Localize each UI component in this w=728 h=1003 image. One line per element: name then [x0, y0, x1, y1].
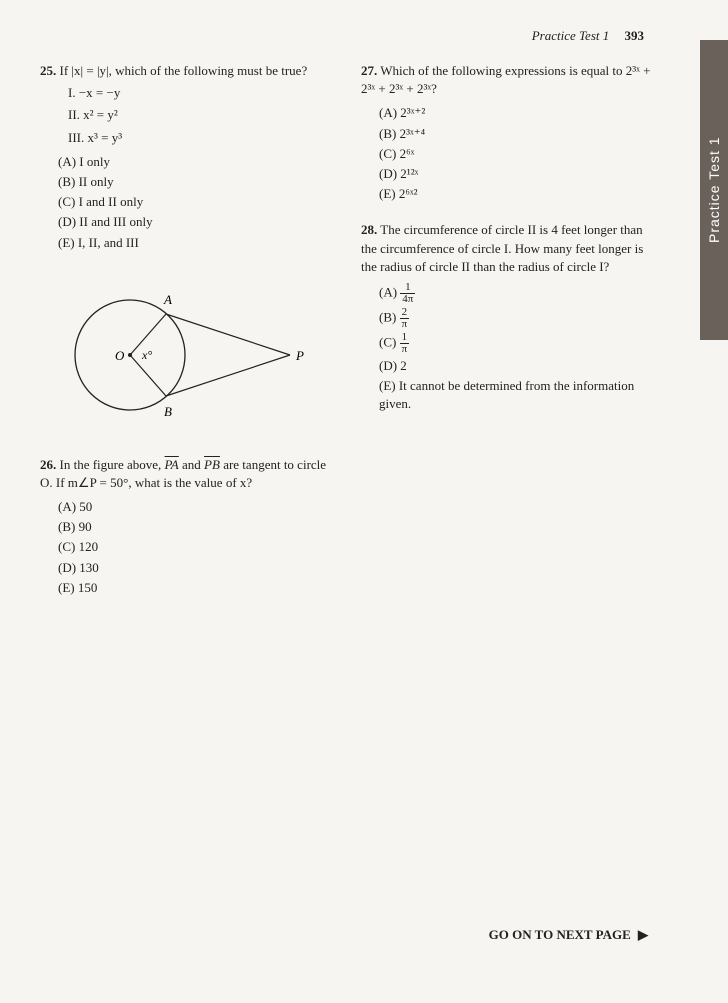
- q27-choice-d: (D) 2¹²ˣ: [379, 165, 654, 183]
- label-B: B: [164, 404, 172, 419]
- q25-roman-1: I. −x = −y: [68, 84, 333, 102]
- q26-stem-a: In the figure above,: [60, 457, 165, 472]
- and-text: and: [179, 457, 204, 472]
- frac-1-4pi: 14π: [400, 282, 415, 305]
- side-tab: Practice Test 1: [700, 40, 728, 340]
- footer-nav: GO ON TO NEXT PAGE ▶: [489, 927, 648, 943]
- q25-number: 25.: [40, 63, 56, 78]
- label-A: A: [163, 292, 172, 307]
- q27-stem: Which of the following expressions is eq…: [361, 63, 651, 96]
- label-x: x°: [141, 348, 152, 362]
- q27-choice-b: (B) 2³ˣ⁺⁴: [379, 125, 654, 143]
- label-O: O: [115, 348, 125, 363]
- q28-c-pre: (C): [379, 334, 400, 349]
- question-28: 28. The circumference of circle II is 4 …: [361, 221, 654, 413]
- q28-a-pre: (A): [379, 284, 400, 299]
- q28-choices: (A) 14π (B) 2π (C) 1π (D) 2 (E) It canno…: [379, 282, 654, 414]
- q25-choice-c: (C) I and II only: [58, 193, 333, 211]
- page-number: 393: [625, 28, 645, 43]
- header-title: Practice Test 1: [532, 28, 610, 43]
- left-column: 25. If |x| = |y|, which of the following…: [40, 62, 333, 615]
- q27-number: 27.: [361, 63, 377, 78]
- q28-choice-b: (B) 2π: [379, 307, 654, 330]
- q27-choice-e: (E) 2⁶ˣ²: [379, 185, 654, 203]
- q28-choice-d: (D) 2: [379, 357, 654, 375]
- q25-choice-d: (D) II and III only: [58, 213, 333, 231]
- segment-PB: PB: [204, 457, 220, 472]
- q26-choice-b: (B) 90: [58, 518, 333, 536]
- q26-number: 26.: [40, 457, 56, 472]
- q25-stem: If |x| = |y|, which of the following mus…: [60, 63, 308, 78]
- label-P: P: [295, 348, 304, 363]
- question-25: 25. If |x| = |y|, which of the following…: [40, 62, 333, 252]
- question-27: 27. Which of the following expressions i…: [361, 62, 654, 203]
- q28-choice-c: (C) 1π: [379, 332, 654, 355]
- q28-choice-e: (E) It cannot be determined from the inf…: [379, 377, 654, 413]
- q26-choice-d: (D) 130: [58, 559, 333, 577]
- q25-choice-e: (E) I, II, and III: [58, 234, 333, 252]
- q25-choices: (A) I only (B) II only (C) I and II only…: [58, 153, 333, 252]
- frac-1-pi: 1π: [400, 332, 410, 355]
- q28-stem: The circumference of circle II is 4 feet…: [361, 222, 643, 273]
- q26-choices: (A) 50 (B) 90 (C) 120 (D) 130 (E) 150: [58, 498, 333, 597]
- q25-roman-2: II. x² = y²: [68, 106, 333, 124]
- q28-b-pre: (B): [379, 309, 400, 324]
- q25-choice-b: (B) II only: [58, 173, 333, 191]
- question-26: 26. In the figure above, PA and PB are t…: [40, 456, 333, 597]
- right-column: 27. Which of the following expressions i…: [361, 62, 654, 615]
- circle-tangent-diagram: A B O x° P: [60, 270, 320, 440]
- q26-choice-a: (A) 50: [58, 498, 333, 516]
- q28-number: 28.: [361, 222, 377, 237]
- q25-choice-a: (A) I only: [58, 153, 333, 171]
- content-columns: 25. If |x| = |y|, which of the following…: [40, 62, 694, 615]
- frac-2-pi: 2π: [400, 307, 410, 330]
- q25-roman-3: III. x³ = y³: [68, 129, 333, 147]
- page: Practice Test 1 Practice Test 1 393 25. …: [0, 0, 728, 1003]
- q26-figure: A B O x° P: [60, 270, 333, 444]
- footer-text: GO ON TO NEXT PAGE: [489, 927, 631, 942]
- arrow-right-icon: ▶: [638, 927, 648, 943]
- page-header: Practice Test 1 393: [40, 28, 694, 44]
- segment-PA: PA: [165, 457, 179, 472]
- q27-choices: (A) 2³ˣ⁺² (B) 2³ˣ⁺⁴ (C) 2⁶ˣ (D) 2¹²ˣ (E)…: [379, 104, 654, 203]
- q26-choice-e: (E) 150: [58, 579, 333, 597]
- q28-choice-a: (A) 14π: [379, 282, 654, 305]
- q27-choice-c: (C) 2⁶ˣ: [379, 145, 654, 163]
- q27-choice-a: (A) 2³ˣ⁺²: [379, 104, 654, 122]
- q26-choice-c: (C) 120: [58, 538, 333, 556]
